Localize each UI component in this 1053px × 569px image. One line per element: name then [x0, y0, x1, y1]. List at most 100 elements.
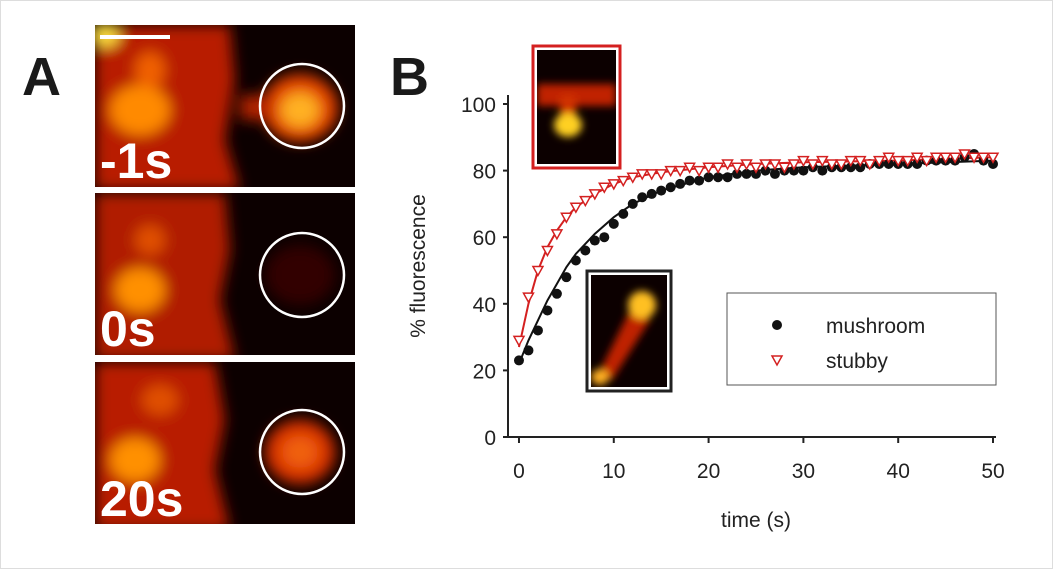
- time-label: -1s: [100, 133, 172, 189]
- data-point: [675, 178, 686, 189]
- data-point: [798, 165, 809, 176]
- micrograph: [95, 193, 355, 355]
- y-tick-label: 80: [473, 161, 496, 184]
- data-point: [768, 159, 782, 171]
- data-point: [825, 159, 839, 171]
- data-point: [569, 202, 583, 214]
- data-point: [722, 172, 733, 183]
- inset-image: [537, 50, 616, 164]
- legend-label: mushroom: [826, 315, 925, 338]
- data-point: [598, 182, 611, 194]
- data-point: [654, 169, 668, 181]
- legend-label: stubby: [826, 350, 888, 373]
- data-point: [665, 182, 676, 193]
- data-point: [788, 165, 799, 176]
- data-point: [599, 232, 610, 243]
- data-point: [872, 155, 886, 168]
- data-point: [845, 162, 856, 173]
- data-point: [580, 245, 591, 256]
- panel-label: B: [390, 47, 429, 107]
- roi-circle: [258, 408, 346, 496]
- data-point: [750, 168, 761, 179]
- x-tick-label: 40: [887, 460, 910, 483]
- time-label: 0s: [100, 301, 156, 357]
- data-point: [713, 172, 724, 183]
- x-tick-label: 30: [792, 460, 815, 483]
- data-point: [523, 345, 534, 356]
- data-point: [732, 168, 743, 179]
- data-point: [844, 155, 858, 168]
- data-point: [958, 149, 971, 161]
- data-point: [806, 159, 820, 171]
- y-tick-label: 100: [461, 94, 496, 117]
- data-point: [531, 265, 545, 278]
- data-point: [740, 159, 753, 171]
- data-point: [542, 305, 553, 316]
- legend-marker: [770, 355, 784, 367]
- roi-circle: [258, 231, 346, 319]
- data-point: [561, 272, 572, 283]
- data-point: [684, 175, 695, 186]
- data-point: [608, 218, 619, 229]
- data-point: [589, 235, 600, 246]
- data-point: [910, 152, 924, 164]
- data-point: [703, 172, 714, 183]
- data-point: [730, 162, 744, 174]
- data-point: [664, 165, 677, 178]
- data-point: [920, 155, 933, 168]
- y-tick-label: 20: [473, 360, 496, 383]
- data-point: [855, 162, 866, 173]
- data-point: [778, 162, 791, 174]
- legend-marker: [772, 320, 782, 330]
- data-point: [816, 155, 829, 168]
- data-point: [550, 229, 564, 241]
- x-tick-label: 50: [981, 460, 1004, 483]
- data-point: [749, 162, 763, 174]
- data-point: [683, 162, 696, 174]
- data-point: [570, 255, 581, 266]
- x-tick-label: 0: [513, 460, 525, 483]
- panel-label: A: [22, 47, 61, 107]
- y-tick-label: 60: [473, 227, 496, 250]
- data-point: [616, 175, 630, 188]
- inset-image: [591, 275, 667, 387]
- x-axis-label: time (s): [721, 509, 791, 532]
- data-point: [988, 158, 998, 169]
- data-point: [673, 165, 687, 178]
- x-tick-label: 20: [697, 460, 720, 483]
- data-point: [588, 189, 602, 201]
- data-point: [702, 162, 715, 174]
- data-point: [635, 169, 649, 181]
- data-point: [882, 152, 895, 164]
- data-point: [977, 152, 990, 164]
- data-point: [637, 192, 648, 203]
- data-point: [522, 292, 535, 304]
- data-point: [986, 152, 1000, 164]
- data-point: [741, 168, 752, 179]
- data-point: [883, 158, 894, 169]
- data-point: [645, 169, 658, 181]
- x-tick-label: 10: [602, 460, 625, 483]
- data-point: [607, 179, 621, 191]
- data-point: [532, 325, 543, 336]
- y-tick-label: 40: [473, 294, 496, 317]
- micrograph: [95, 362, 355, 524]
- y-axis-label: % fluorescence: [407, 194, 430, 338]
- data-point: [627, 198, 638, 209]
- data-point: [560, 212, 573, 224]
- data-point: [817, 165, 828, 176]
- data-point: [656, 185, 667, 196]
- roi-circle: [258, 62, 346, 150]
- data-point: [929, 152, 943, 164]
- data-point: [854, 155, 867, 168]
- data-point: [891, 155, 905, 168]
- data-point: [760, 165, 771, 176]
- data-point: [939, 152, 952, 164]
- data-point: [692, 165, 706, 178]
- data-point: [513, 355, 524, 366]
- data-point: [541, 245, 554, 258]
- data-point: [618, 208, 629, 219]
- data-point: [759, 159, 772, 171]
- data-point: [787, 159, 801, 171]
